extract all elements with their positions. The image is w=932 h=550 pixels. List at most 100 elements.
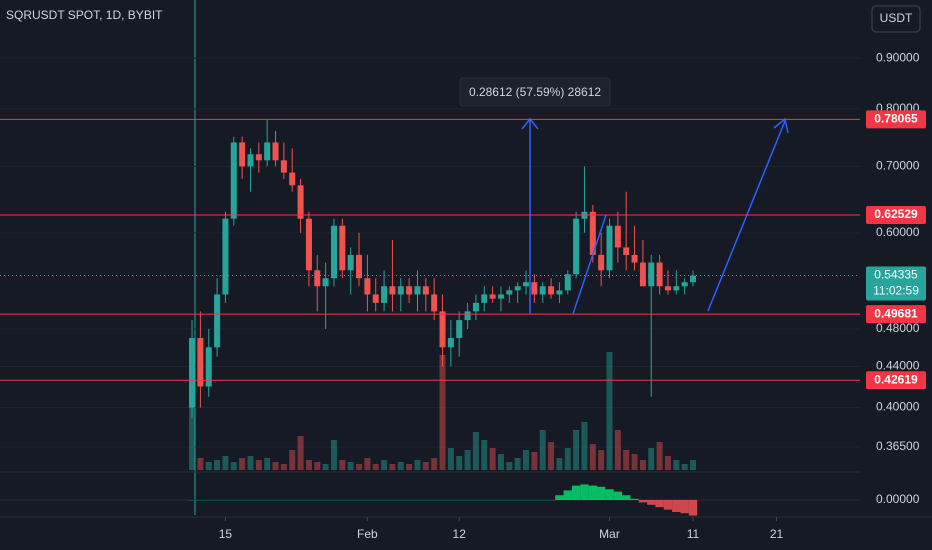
volume-bar: [523, 450, 530, 470]
candle-body: [497, 294, 504, 299]
osc-bar: [455, 500, 464, 501]
candle-body: [347, 254, 354, 271]
osc-bar: [421, 500, 430, 501]
candle-body: [464, 311, 471, 321]
osc-bar: [271, 500, 280, 501]
candle-body: [631, 254, 638, 263]
candle-body: [205, 347, 212, 387]
volume-bar: [239, 458, 246, 470]
volume-bar: [447, 448, 454, 470]
candle-body: [414, 286, 421, 295]
currency-button[interactable]: [871, 5, 921, 33]
candle-body: [573, 218, 580, 275]
candle-body: [564, 274, 571, 291]
volume-bar: [690, 460, 697, 470]
osc-bar: [655, 500, 664, 508]
osc-bar: [672, 500, 681, 512]
osc-bar: [596, 486, 606, 500]
candle-body: [372, 294, 379, 303]
candle-body: [222, 218, 229, 295]
candle-body: [289, 172, 296, 186]
osc-bar: [563, 490, 572, 500]
osc-bar: [680, 500, 689, 514]
osc-bar: [605, 489, 614, 500]
y-tick-label: 0.70000: [876, 159, 920, 173]
volume-bar: [539, 430, 546, 470]
osc-bar: [321, 500, 330, 501]
candle-body: [322, 278, 329, 287]
volume-bar: [556, 458, 563, 470]
volume-bar: [481, 440, 488, 470]
level-label-bg: [866, 110, 926, 129]
osc-bar: [546, 500, 556, 501]
y-tick-label: 0.40000: [876, 400, 920, 414]
candle-body: [639, 262, 646, 287]
y-tick-label: 0.44000: [876, 359, 920, 373]
candle-body: [623, 247, 630, 255]
candle-body: [523, 282, 530, 287]
candle-body: [656, 262, 663, 287]
candle-body: [389, 286, 396, 295]
volume-bar: [272, 462, 279, 470]
volume-bar: [581, 422, 588, 470]
volume-bar: [472, 432, 479, 470]
candle-body: [247, 154, 254, 167]
volume-bar: [598, 450, 605, 470]
candle-body: [255, 154, 262, 161]
candle-body: [272, 142, 279, 161]
osc-bar: [488, 500, 497, 501]
volume-bar: [197, 458, 204, 470]
candle-body: [690, 275, 697, 283]
osc-bar: [313, 500, 322, 501]
osc-bar: [221, 500, 230, 501]
annotation-box: [459, 77, 611, 107]
osc-bar: [187, 500, 197, 501]
candle-body: [356, 254, 363, 279]
osc-bar: [471, 500, 481, 501]
osc-bar: [229, 500, 238, 501]
candle-body: [681, 282, 688, 287]
y-tick-label: 0.36500: [876, 439, 920, 453]
osc-bar: [404, 500, 414, 501]
level-label-bg: [866, 371, 926, 390]
candle-body: [189, 338, 196, 408]
y-tick-label: 0.90000: [876, 50, 920, 64]
osc-bar: [588, 485, 597, 500]
osc-bar: [354, 500, 364, 501]
level-label-bg: [866, 206, 926, 225]
osc-bar: [571, 485, 581, 500]
osc-bar: [438, 500, 447, 501]
candle-body: [447, 338, 454, 348]
volume-bar: [214, 460, 221, 470]
volume-bar: [372, 464, 379, 470]
volume-bar: [406, 464, 413, 470]
candle-body: [397, 286, 404, 295]
candle-body: [598, 254, 605, 271]
currency[interactable]: USDT: [880, 11, 913, 25]
x-tick-label: Mar: [599, 527, 620, 541]
candle-body: [297, 185, 304, 219]
volume-bar: [230, 462, 237, 470]
candle-body: [214, 294, 221, 348]
volume-bar: [356, 464, 363, 470]
volume-bar: [255, 460, 262, 470]
volume-bar: [548, 442, 555, 470]
osc-bar: [388, 500, 397, 501]
osc-bar: [346, 500, 355, 501]
candle-body: [230, 142, 237, 219]
volume-bar: [222, 456, 229, 470]
candle-body: [431, 294, 438, 312]
volume-bar: [456, 456, 463, 470]
osc-bar: [279, 500, 289, 501]
volume-bar: [614, 430, 621, 470]
x-tick-label: Feb: [357, 527, 378, 541]
osc-bar: [329, 500, 339, 501]
volume-bar: [664, 456, 671, 470]
candle-body: [589, 211, 596, 255]
candle-body: [548, 286, 555, 295]
volume-bar: [531, 452, 538, 470]
osc-bar: [254, 500, 264, 501]
volume-bar: [205, 462, 212, 470]
osc-bar: [688, 500, 698, 516]
volume-bar: [497, 454, 504, 470]
